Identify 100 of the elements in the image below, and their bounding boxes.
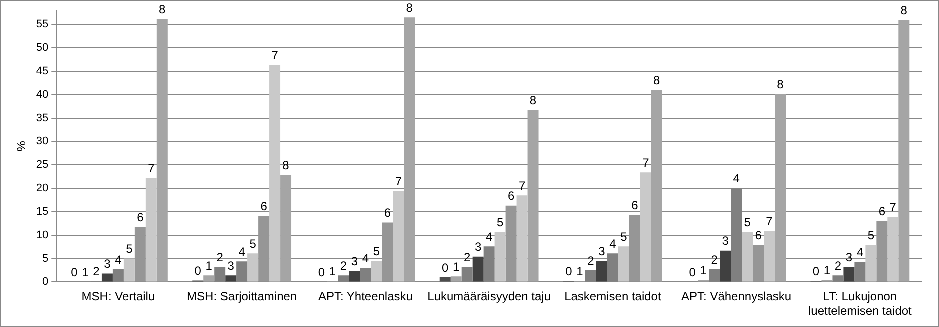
y-tick-label: 40 xyxy=(36,88,49,101)
bar xyxy=(102,274,113,282)
text: 3 xyxy=(846,250,853,265)
bar xyxy=(393,191,404,282)
y-tick-label: 35 xyxy=(36,112,49,124)
series-label: 7 xyxy=(148,162,156,176)
x-tick-label: MSH: Sarjoittaminen xyxy=(187,290,298,304)
text: 6 xyxy=(878,204,886,219)
text: 1 xyxy=(82,266,89,280)
text: 1 xyxy=(206,258,212,273)
series-label: 0 xyxy=(194,264,202,278)
bar xyxy=(404,18,416,282)
text: 0 xyxy=(689,266,696,280)
bar xyxy=(618,246,630,282)
bar xyxy=(270,65,281,282)
bar xyxy=(450,276,462,282)
text: 6 xyxy=(755,228,762,243)
text: 7 xyxy=(272,48,278,63)
text: 2 xyxy=(834,258,842,273)
bar xyxy=(720,250,732,282)
text: 0 xyxy=(442,260,449,275)
bar xyxy=(472,256,484,282)
text: 0 xyxy=(318,266,326,280)
text: 1 xyxy=(824,264,831,278)
y-tick-label: 25 xyxy=(36,159,49,172)
text: 5 xyxy=(496,215,504,230)
x-tick-label: LT: Lukujonon luettelemisen taidot xyxy=(808,290,913,318)
text: 6 xyxy=(137,210,144,224)
bar xyxy=(146,178,157,282)
bar xyxy=(248,254,259,282)
text: 5 xyxy=(250,236,256,251)
series-label: 4 xyxy=(115,252,122,267)
y-tick-label: 50 xyxy=(36,42,49,54)
text: 8 xyxy=(530,94,537,108)
bar xyxy=(764,231,776,282)
text: 2 xyxy=(340,258,348,273)
text: 2 xyxy=(588,254,594,268)
text: 5 xyxy=(744,215,751,230)
bar xyxy=(898,20,910,282)
series-label: 1 xyxy=(453,260,460,274)
bar xyxy=(742,232,754,282)
x-tick-label: APT: Yhteenlasku xyxy=(318,290,413,304)
x-tick-label: Lukumääräisyyden taju xyxy=(428,290,552,304)
text: 6 xyxy=(260,199,268,214)
text: 8 xyxy=(282,158,290,172)
bar xyxy=(494,232,506,282)
text: 8 xyxy=(777,78,784,92)
series-label: 2 xyxy=(216,250,224,265)
y-tick-label: 45 xyxy=(36,66,49,78)
bar xyxy=(124,258,135,282)
y-axis-title: % xyxy=(14,140,29,152)
bar xyxy=(506,206,517,282)
text: 3 xyxy=(598,244,606,258)
text: 4 xyxy=(733,171,740,186)
y-tick-label: 15 xyxy=(36,206,49,218)
y-tick-label: 20 xyxy=(36,182,49,195)
bar xyxy=(775,94,786,282)
text: 4 xyxy=(610,236,616,251)
bar xyxy=(516,196,528,282)
text: 3 xyxy=(228,258,234,273)
bar xyxy=(629,215,640,282)
text: 4 xyxy=(362,251,370,266)
text: 4 xyxy=(486,230,493,244)
bar xyxy=(528,110,539,282)
text: 4 xyxy=(856,245,864,260)
text: 7 xyxy=(518,178,526,193)
series-label: 8 xyxy=(654,74,661,88)
text: 4 xyxy=(238,244,246,259)
bar xyxy=(258,216,270,282)
bar xyxy=(440,278,451,282)
text: 7 xyxy=(395,174,402,189)
x-tick-label: APT: Vähennyslasku xyxy=(682,290,792,304)
y-tick-label: 30 xyxy=(36,136,49,148)
text: 5 xyxy=(868,228,875,243)
text: 2 xyxy=(464,250,471,265)
bar xyxy=(382,222,394,282)
text: 1 xyxy=(329,264,336,279)
text: 1 xyxy=(576,264,584,279)
text: 7 xyxy=(890,200,896,214)
text: 2 xyxy=(711,252,718,267)
bar xyxy=(134,226,146,282)
bar xyxy=(371,261,382,282)
bar xyxy=(226,276,237,282)
bar xyxy=(753,245,764,282)
text: 6 xyxy=(632,198,638,213)
y-tick-label: 0 xyxy=(42,276,49,288)
bar xyxy=(596,261,608,282)
text: 6 xyxy=(384,206,392,220)
bar xyxy=(876,221,888,282)
text: 7 xyxy=(642,156,650,170)
bar xyxy=(204,276,215,282)
text: 5 xyxy=(373,244,380,258)
x-tick-label: MSH: Vertailu xyxy=(82,290,156,304)
bar xyxy=(349,271,360,282)
text: 8 xyxy=(900,4,908,18)
bar xyxy=(280,174,292,282)
y-tick-label: 5 xyxy=(42,252,49,265)
series-label: 5 xyxy=(126,242,134,256)
bar xyxy=(844,267,855,282)
bar xyxy=(651,90,662,282)
